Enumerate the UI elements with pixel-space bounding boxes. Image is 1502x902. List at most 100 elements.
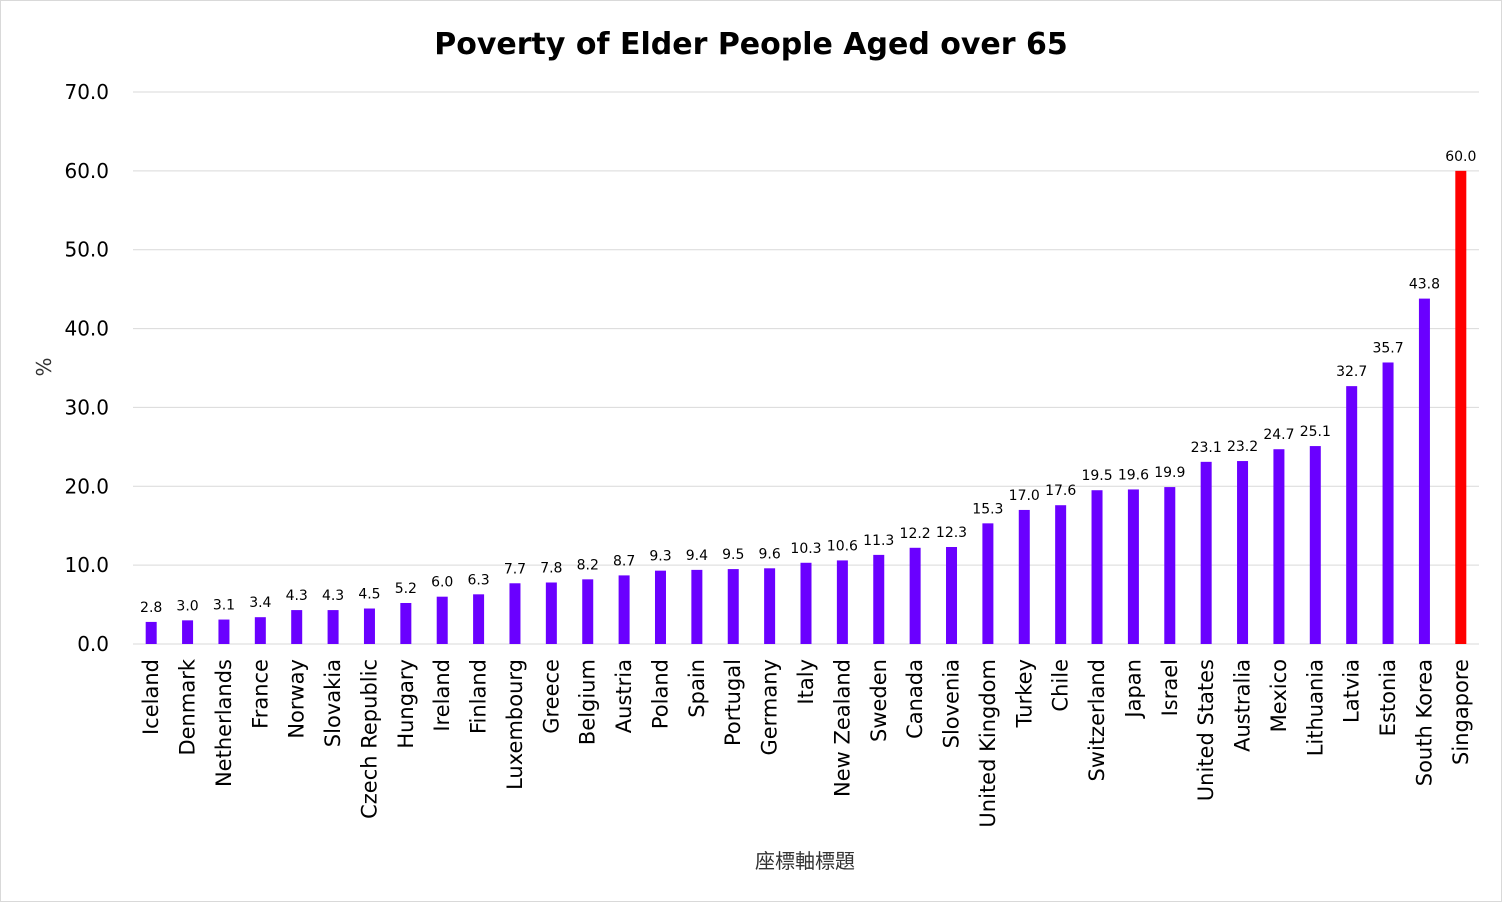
category-label: Canada [903,659,927,739]
bar [1200,461,1212,644]
bar [1091,490,1103,644]
data-label: 60.0 [1445,149,1476,165]
data-label: 17.0 [1009,488,1040,504]
bar [909,547,921,644]
bar [1127,489,1139,644]
data-label: 5.2 [395,581,417,597]
y-tick-label: 40.0 [64,317,109,341]
bar [145,621,157,644]
category-label: Italy [794,659,818,705]
bar [1055,505,1067,644]
category-label: New Zealand [830,659,854,797]
category-label: Japan [1121,659,1145,720]
category-label: Switzerland [1085,659,1109,782]
category-label: Chile [1049,659,1073,712]
data-label: 32.7 [1336,364,1367,380]
category-label: Slovakia [321,659,345,747]
category-label: France [248,659,272,729]
data-label: 3.0 [176,598,198,614]
data-label: 25.1 [1300,424,1331,440]
category-label: Netherlands [212,659,236,787]
category-label: South Korea [1412,659,1436,786]
data-label: 43.8 [1409,277,1440,293]
y-tick-label: 50.0 [64,238,109,262]
bar [982,523,994,644]
bar [1237,461,1249,644]
data-label: 3.1 [213,598,235,614]
data-label: 11.3 [863,533,894,549]
data-label: 3.4 [249,595,271,611]
data-label: 17.6 [1045,483,1076,499]
category-label: United Kingdom [976,659,1000,828]
chart-title: Poverty of Elder People Aged over 65 [434,27,1068,62]
data-label: 19.9 [1154,465,1185,481]
category-label: Spain [685,659,709,718]
category-label: Belgium [576,659,600,745]
bar [254,617,266,644]
data-label: 9.4 [686,548,708,564]
bar [509,583,521,644]
x-axis-title: 座標軸標題 [755,849,855,873]
category-label: Slovenia [940,659,964,748]
bar [1382,362,1394,644]
data-label: 6.3 [467,572,489,588]
bar [691,569,703,644]
category-label: Australia [1231,659,1255,752]
bar [327,610,339,644]
data-label: 19.5 [1081,468,1112,484]
category-label: Poland [648,659,672,729]
data-label: 9.3 [649,549,671,565]
data-label: 2.8 [140,600,162,616]
category-label: Greece [539,659,563,734]
data-label: 9.6 [758,546,780,562]
category-label: Turkey [1012,659,1036,728]
category-label: Lithuania [1303,659,1327,756]
bar [1455,170,1467,644]
data-label: 8.7 [613,553,635,569]
data-label: 8.2 [577,557,599,573]
bar [218,619,230,644]
bar [1273,449,1285,644]
data-label: 12.3 [936,525,967,541]
data-label: 12.2 [900,526,931,542]
bar [182,620,194,644]
data-label: 10.6 [827,538,858,554]
y-axis-ticks: 0.0 10.0 20.0 30.0 40.0 50.0 60.0 70.0 [64,80,109,656]
data-label: 24.7 [1263,427,1294,443]
bar [436,596,448,644]
category-label: Israel [1158,659,1182,716]
data-label: 4.5 [358,587,380,603]
data-label: 4.3 [286,588,308,604]
bar [1346,386,1358,644]
category-label: Mexico [1267,659,1291,732]
y-tick-label: 30.0 [64,395,109,419]
category-label: Ireland [430,659,454,732]
bar [1309,446,1321,644]
bar [1018,509,1030,644]
y-tick-label: 0.0 [77,632,109,656]
category-labels: Iceland Denmark Netherlands France Norway Slo… [139,658,1473,827]
category-label: Hungary [394,659,418,749]
data-label: 7.7 [504,561,526,577]
y-axis-title: % [32,357,56,376]
data-label: 6.0 [431,575,453,591]
data-label: 4.3 [322,588,344,604]
bar [764,568,776,644]
bar [291,610,303,644]
bar [618,575,630,644]
category-label: Portugal [721,659,745,746]
bar [800,562,812,644]
data-label: 35.7 [1372,340,1403,356]
y-tick-label: 10.0 [64,553,109,577]
category-label: Estonia [1376,659,1400,736]
data-label: 23.2 [1227,439,1258,455]
bar [473,594,485,644]
bar [946,547,958,644]
data-labels: 2.8 3.0 3.1 3.4 4.3 4.3 4.5 5.2 6.0 6.3 7.7 7.8 8.2 8… [140,149,1476,616]
y-tick-label: 60.0 [64,159,109,183]
bar [1418,298,1430,644]
bar [727,569,739,644]
data-label: 7.8 [540,560,562,576]
